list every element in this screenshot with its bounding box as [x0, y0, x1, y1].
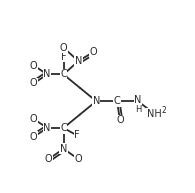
Text: O: O [74, 154, 82, 164]
Text: N: N [93, 96, 100, 106]
Text: O: O [30, 132, 38, 142]
Text: O: O [90, 47, 97, 57]
Text: N: N [43, 69, 51, 80]
Text: O: O [30, 78, 38, 88]
Text: F: F [74, 130, 80, 140]
Text: F: F [61, 52, 66, 62]
Text: C: C [60, 123, 67, 133]
Text: 2: 2 [161, 106, 166, 115]
Text: O: O [30, 114, 38, 124]
Text: O: O [116, 115, 124, 125]
Text: O: O [45, 154, 52, 164]
Text: C: C [114, 96, 120, 106]
Text: H: H [135, 105, 141, 114]
Text: N: N [60, 144, 67, 154]
Text: NH: NH [147, 109, 161, 119]
Text: N: N [43, 123, 51, 133]
Text: C: C [60, 69, 67, 80]
Text: O: O [60, 43, 67, 53]
Text: O: O [30, 61, 38, 70]
Text: N: N [134, 95, 142, 105]
Text: N: N [75, 56, 82, 66]
